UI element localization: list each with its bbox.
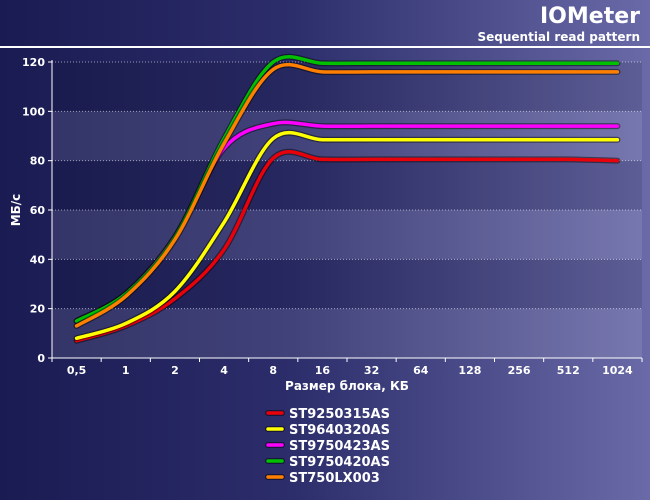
x-tick-label: 128 (458, 364, 481, 377)
legend-label: ST9750423AS (289, 439, 390, 454)
x-tick-label: 64 (413, 364, 429, 377)
legend-label: ST9750420AS (289, 455, 390, 470)
x-tick-label: 512 (557, 364, 580, 377)
x-tick-label: 2 (171, 364, 179, 377)
y-tick-label: 0 (37, 352, 45, 365)
legend-label: ST9250315AS (289, 407, 390, 422)
series-line-2 (74, 131, 620, 341)
y-tick-label: 80 (30, 155, 46, 168)
title-divider (0, 46, 650, 48)
x-tick-label: 1 (122, 364, 130, 377)
x-tick-label: 1024 (602, 364, 633, 377)
y-tick-label: 60 (30, 204, 46, 217)
series-line-1 (74, 150, 620, 343)
plot-band (52, 308, 642, 358)
y-axis-label: МБ/с (9, 194, 23, 227)
x-tick-label: 32 (364, 364, 379, 377)
plot-band (52, 160, 642, 210)
legend-label: ST750LX003 (289, 471, 380, 486)
plot-band (52, 111, 642, 161)
y-tick-label: 120 (22, 56, 45, 69)
y-tick-label: 100 (22, 105, 45, 118)
chart-title: IOMeter (540, 4, 640, 29)
plot-band (52, 210, 642, 260)
legend-label: ST9640320AS (289, 423, 390, 438)
x-tick-label: 256 (508, 364, 531, 377)
y-tick-label: 20 (30, 303, 46, 316)
x-tick-label: 4 (220, 364, 228, 377)
y-tick-label: 40 (30, 253, 46, 266)
chart-subtitle: Sequential read pattern (477, 30, 640, 44)
series-line-5 (74, 62, 620, 328)
x-axis-label: Размер блока, КБ (285, 379, 409, 393)
x-tick-label: 0,5 (67, 364, 87, 377)
x-tick-label: 8 (269, 364, 277, 377)
x-tick-label: 16 (315, 364, 331, 377)
title-block: IOMeter Sequential read pattern (477, 4, 640, 44)
